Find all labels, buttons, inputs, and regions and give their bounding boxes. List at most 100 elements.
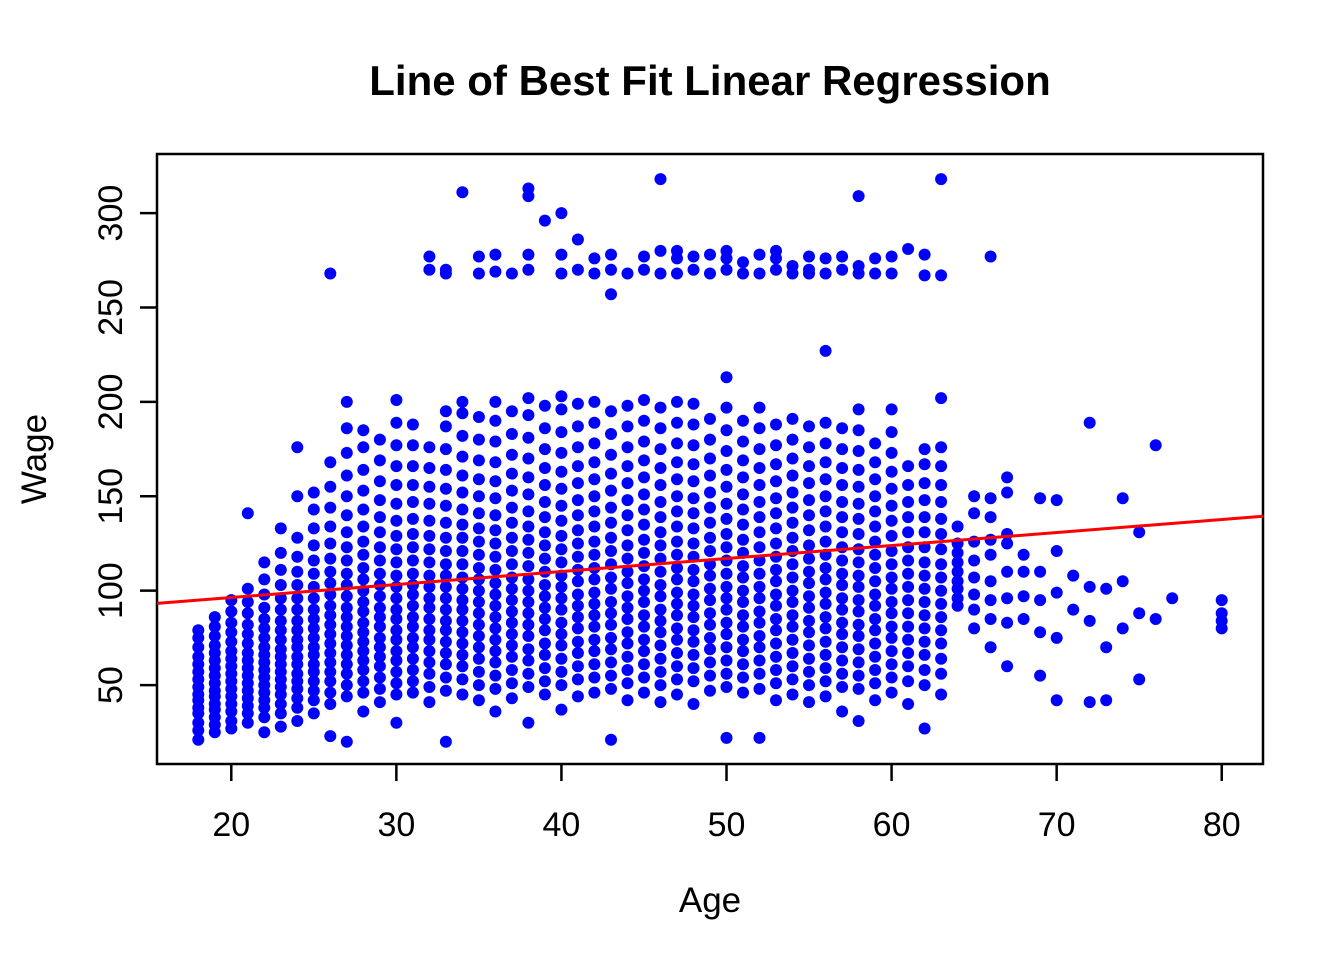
data-point <box>390 394 403 406</box>
data-point <box>852 682 865 695</box>
data-point <box>1034 565 1047 578</box>
data-point <box>737 620 749 633</box>
data-point <box>522 248 535 261</box>
data-point <box>1083 416 1096 429</box>
data-point <box>671 473 683 486</box>
data-point <box>704 684 716 697</box>
data-point <box>1215 594 1228 607</box>
data-point <box>489 656 502 669</box>
data-point <box>456 429 469 442</box>
data-point <box>489 622 502 635</box>
data-point <box>423 250 436 263</box>
data-point <box>522 643 535 656</box>
data-point <box>720 554 733 567</box>
data-point <box>505 448 518 461</box>
data-point <box>390 633 403 646</box>
data-point <box>571 524 584 537</box>
data-point <box>737 633 749 646</box>
data-point <box>704 618 716 631</box>
data-point <box>935 667 948 680</box>
data-point <box>225 626 238 639</box>
data-point <box>753 267 766 280</box>
data-point <box>439 405 452 418</box>
y-axis-label: Wage <box>15 414 54 504</box>
data-point <box>390 592 403 605</box>
data-point <box>489 682 502 695</box>
data-point <box>605 467 617 480</box>
data-point <box>704 433 716 446</box>
data-point <box>902 647 915 659</box>
data-point <box>241 628 254 641</box>
data-point <box>1001 592 1014 605</box>
data-point <box>671 688 683 701</box>
data-point <box>671 660 683 673</box>
data-point <box>324 656 337 669</box>
data-point <box>324 618 337 631</box>
data-point <box>406 620 419 633</box>
data-point <box>720 497 733 510</box>
data-point <box>902 698 915 710</box>
data-point <box>258 613 271 625</box>
data-point <box>456 486 469 499</box>
data-point <box>918 648 931 661</box>
data-point <box>605 571 617 584</box>
data-point <box>852 618 865 631</box>
data-point <box>373 554 386 567</box>
data-point <box>671 647 683 659</box>
data-point <box>687 648 700 661</box>
data-point <box>1100 641 1113 654</box>
data-point <box>456 673 469 686</box>
data-point <box>770 507 782 520</box>
data-point <box>885 658 898 671</box>
data-point <box>935 584 948 597</box>
data-point <box>390 569 403 582</box>
data-point <box>1215 607 1228 620</box>
data-point <box>538 443 551 456</box>
data-point <box>373 671 386 684</box>
data-point <box>605 631 617 644</box>
data-point <box>621 650 634 663</box>
data-point <box>208 630 221 642</box>
data-point <box>918 664 931 676</box>
data-point <box>654 679 667 692</box>
data-point <box>307 684 320 697</box>
data-point <box>720 371 733 384</box>
data-point <box>869 490 882 503</box>
data-point <box>390 645 403 658</box>
data-point <box>753 731 766 744</box>
data-point <box>555 616 568 629</box>
data-point <box>505 467 518 480</box>
data-point <box>522 520 535 533</box>
data-point <box>605 682 617 695</box>
data-point <box>770 575 782 588</box>
regression-line <box>156 514 1264 605</box>
data-point <box>737 671 749 684</box>
data-point <box>472 454 485 467</box>
data-point <box>439 263 452 276</box>
data-point <box>671 548 683 561</box>
data-point <box>885 465 898 478</box>
data-point <box>538 590 551 603</box>
data-point <box>621 577 634 590</box>
data-point <box>472 618 485 631</box>
data-point <box>704 643 716 656</box>
data-point <box>654 443 667 456</box>
data-point <box>1001 471 1014 484</box>
data-point <box>770 537 782 550</box>
data-point <box>1050 545 1063 557</box>
data-point <box>605 643 617 656</box>
data-point <box>538 496 551 508</box>
data-point <box>439 482 452 495</box>
data-point <box>605 582 617 595</box>
data-point <box>687 575 700 588</box>
data-point <box>357 596 370 608</box>
data-point <box>324 588 337 601</box>
data-point <box>390 603 403 616</box>
data-point <box>555 482 568 495</box>
data-point <box>737 560 749 573</box>
data-point <box>505 616 518 629</box>
data-point <box>291 692 304 705</box>
data-point <box>720 541 733 554</box>
data-point <box>406 631 419 644</box>
data-point <box>786 469 799 482</box>
